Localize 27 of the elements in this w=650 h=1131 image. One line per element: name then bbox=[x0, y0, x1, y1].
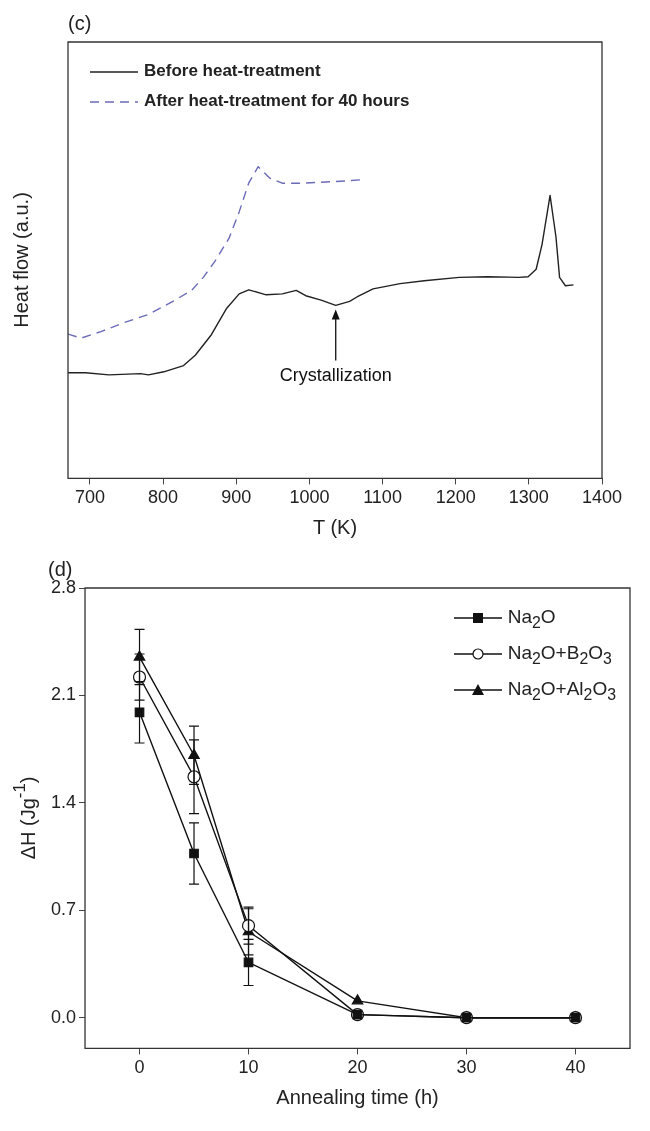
y-tick-label: 0.0 bbox=[50, 1006, 77, 1027]
x-tick-label: 1300 bbox=[508, 487, 549, 508]
y-tick-label: 1.4 bbox=[50, 791, 77, 812]
x-tick-label: 30 bbox=[456, 1057, 477, 1078]
legend-label: Before heat-treatment bbox=[144, 61, 321, 80]
x-tick-label: 900 bbox=[221, 487, 252, 508]
x-axis-title: T (K) bbox=[312, 515, 358, 538]
x-tick-label: 1100 bbox=[363, 487, 402, 508]
y-axis-title: Heat flow (a.u.) bbox=[10, 192, 33, 328]
x-tick-label: 20 bbox=[347, 1057, 368, 1078]
legend-label: Na$_{2}$O+B$_{2}$O$_{3}$ bbox=[507, 641, 612, 667]
x-tick-label: 800 bbox=[148, 487, 179, 508]
chart-title: (c) bbox=[68, 11, 92, 34]
y-tick-label: 0.7 bbox=[50, 899, 77, 920]
legend-label: After heat-treatment for 40 hours bbox=[144, 91, 410, 110]
annotation: Crystallization bbox=[279, 365, 392, 386]
x-tick-label: 1000 bbox=[289, 487, 330, 508]
x-axis-title: Annealing time (h) bbox=[276, 1085, 439, 1108]
x-tick-label: 700 bbox=[74, 487, 105, 508]
legend-label: Na$_{2}$O bbox=[507, 606, 556, 631]
y-tick-label: 2.1 bbox=[50, 684, 77, 705]
x-tick-label: 0 bbox=[134, 1057, 145, 1078]
x-tick-label: 40 bbox=[565, 1057, 586, 1078]
x-tick-label: 10 bbox=[238, 1057, 259, 1078]
legend-label: Na$_{2}$O+Al$_{2}$O$_{3}$ bbox=[507, 677, 616, 703]
x-tick-label: 1400 bbox=[581, 487, 623, 508]
x-tick-label: 1200 bbox=[435, 487, 476, 508]
